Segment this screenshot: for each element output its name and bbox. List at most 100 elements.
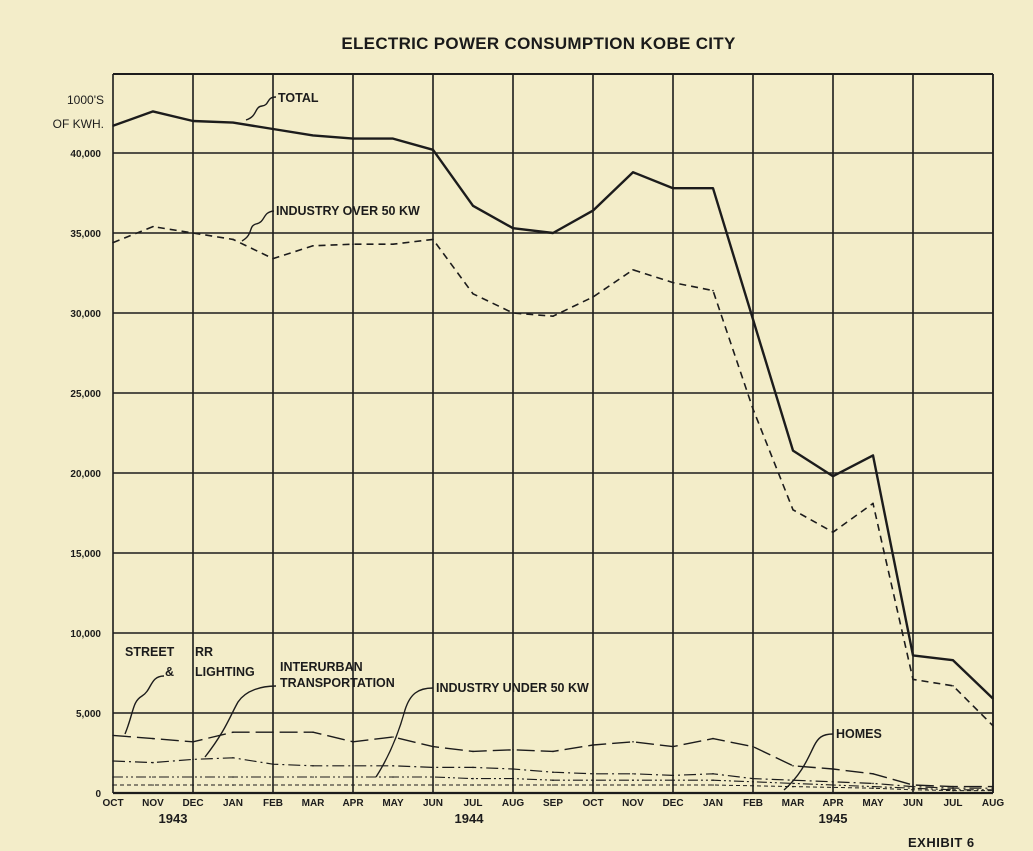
data-point: [192, 758, 194, 761]
data-point: [952, 659, 954, 661]
annotation-leader: [783, 733, 834, 791]
data-point: [712, 784, 714, 786]
data-point: [312, 765, 314, 767]
data-point: [592, 784, 594, 786]
data-point: [752, 781, 754, 783]
data-point: [472, 750, 474, 753]
data-point: [512, 227, 514, 229]
data-point: [272, 784, 274, 786]
data-point: [352, 765, 354, 767]
annotation-label: INDUSTRY UNDER 50 KW: [436, 681, 589, 695]
data-point: [832, 768, 834, 770]
data-point: [192, 741, 194, 743]
x-tick-label: JUN: [903, 798, 923, 809]
data-point: [832, 781, 834, 783]
annotation-leader: [204, 685, 277, 758]
y-tick-label: 35,000: [70, 229, 101, 240]
data-point: [432, 745, 434, 748]
chart-title: ELECTRIC POWER CONSUMPTION KOBE CITY: [341, 34, 736, 53]
data-point: [112, 776, 114, 778]
data-point: [312, 134, 314, 137]
data-point: [712, 737, 714, 740]
x-tick-label: NOV: [142, 798, 164, 809]
data-point: [392, 137, 394, 140]
data-point: [952, 785, 954, 788]
annotation-leader: [241, 210, 275, 242]
data-point: [952, 789, 954, 792]
x-tick-label: NOV: [622, 798, 644, 809]
data-point: [792, 765, 794, 767]
y-tick-label: 5,000: [76, 709, 101, 720]
data-point: [632, 773, 634, 775]
annotation-label: INTERURBAN: [280, 660, 363, 674]
data-point: [152, 761, 154, 764]
series-industry-over-50-kw: [112, 225, 994, 727]
data-point: [232, 238, 234, 241]
annotation-label: RR: [195, 645, 213, 659]
data-point: [152, 737, 154, 740]
data-point: [912, 784, 914, 786]
series-line: [113, 784, 993, 792]
data-point: [872, 454, 874, 457]
annotation-label: LIGHTING: [195, 665, 255, 679]
data-point: [912, 787, 914, 789]
data-point: [952, 685, 954, 687]
data-point: [272, 128, 274, 130]
series-street-rr-lighting: [112, 731, 994, 788]
x-tick-label: DEC: [662, 798, 683, 809]
data-point: [112, 734, 114, 737]
y-axis-label: OF KWH.: [53, 117, 104, 131]
annotation-label: STREET: [125, 645, 175, 659]
data-point: [992, 785, 994, 788]
data-point: [392, 765, 394, 767]
grid-lines: [112, 73, 994, 795]
data-point: [312, 731, 314, 733]
data-point: [512, 784, 514, 786]
data-point: [112, 760, 114, 762]
data-point: [712, 289, 714, 292]
data-point: [392, 784, 394, 786]
data-point: [592, 744, 594, 746]
x-tick-label: MAY: [382, 798, 404, 809]
data-point: [232, 776, 234, 778]
data-point: [432, 784, 434, 786]
x-tick-label: JUL: [944, 798, 963, 809]
data-point: [432, 149, 434, 151]
data-point: [112, 241, 114, 244]
data-point: [792, 509, 794, 511]
y-axis-label: 1000'S: [67, 93, 104, 107]
data-point: [912, 678, 914, 681]
x-tick-label: SEP: [543, 798, 563, 809]
data-point: [272, 763, 274, 765]
data-point: [392, 243, 394, 245]
data-point: [592, 779, 594, 781]
data-point: [112, 784, 114, 786]
data-point: [752, 408, 754, 410]
annotation-leader: [124, 675, 165, 735]
data-point: [432, 776, 434, 778]
data-point: [152, 784, 154, 786]
data-point: [312, 776, 314, 778]
data-point: [832, 784, 834, 786]
annotation-leader: [245, 96, 277, 121]
data-point: [232, 784, 234, 786]
data-point: [632, 779, 634, 781]
x-tick-label: OCT: [102, 798, 123, 809]
data-point: [872, 787, 874, 789]
data-point: [472, 205, 474, 207]
data-point: [512, 768, 514, 770]
data-point: [992, 789, 994, 792]
data-point: [632, 741, 634, 743]
data-point: [592, 773, 594, 775]
x-tick-label: MAR: [302, 798, 326, 809]
data-point: [952, 787, 954, 789]
data-point: [552, 784, 554, 786]
data-point: [312, 784, 314, 786]
data-point: [272, 776, 274, 778]
data-point: [352, 137, 354, 140]
data-point: [712, 187, 714, 189]
x-tick-labels: OCT NOV DEC JAN FEB MAR APR MAY JUN JUL AUG SEP OCT N…: [102, 798, 1004, 809]
data-point: [872, 502, 874, 505]
data-point: [432, 766, 434, 769]
series-industry-under-50-kw: [112, 776, 994, 791]
